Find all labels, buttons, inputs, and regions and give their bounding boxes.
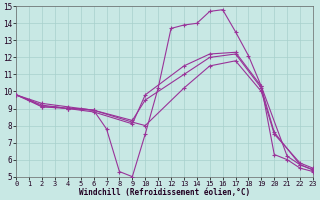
- X-axis label: Windchill (Refroidissement éolien,°C): Windchill (Refroidissement éolien,°C): [79, 188, 250, 197]
